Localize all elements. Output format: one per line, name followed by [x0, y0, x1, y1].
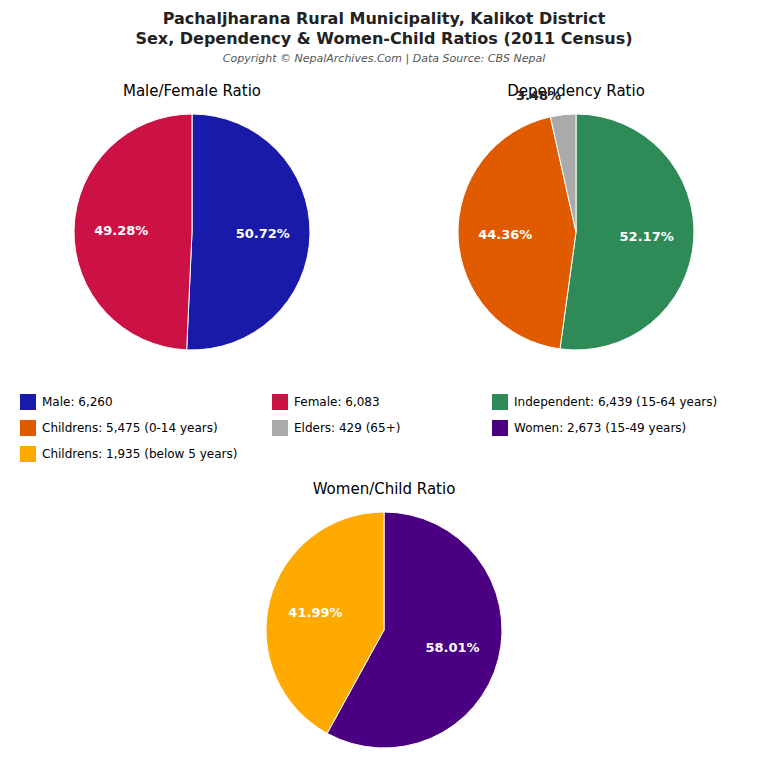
annotation: Copyright © NepalArchives.Com | Data Sou…: [223, 52, 545, 65]
slice: [266, 512, 384, 733]
slice: [550, 114, 576, 232]
chart: Pachaljharana Rural Municipality, Kaliko…: [0, 0, 768, 768]
slice: [187, 114, 310, 350]
data-label: 52.17%: [620, 229, 674, 244]
pie: 58.01% 41.99%: [266, 512, 502, 748]
legend-item: Elders: 429 (65+): [272, 420, 400, 436]
pie-chart: Dependency Ratio52.17%44.36%3.48%: [458, 82, 694, 350]
legend-swatch: [20, 446, 36, 462]
slice: [74, 114, 192, 350]
legend-item: Women: 2,673 (15-49 years): [492, 420, 686, 436]
legend-swatch: [20, 394, 36, 410]
chart-title: Women/Child Ratio: [313, 480, 456, 498]
legend-swatch: [272, 394, 288, 410]
pie-chart: Male/Female Ratio 50.72% 49.28%: [74, 82, 310, 350]
data-label: 58.01%: [425, 640, 479, 655]
legend-item: Female: 6,083: [272, 394, 380, 410]
legend-label: Childrens: 5,475 (0-14 years): [42, 421, 218, 435]
legend-item: Childrens: 1,935 (below 5 years): [20, 446, 237, 462]
slice: [560, 114, 694, 350]
legend-label: Female: 6,083: [294, 395, 380, 409]
data-label: 49.28%: [94, 223, 148, 238]
legend-label: Women: 2,673 (15-49 years): [514, 421, 686, 435]
data-label: 50.72%: [236, 226, 290, 241]
title: Pachaljharana Rural Municipality, Kaliko…: [163, 9, 606, 28]
legend-swatch: [492, 394, 508, 410]
legend-item: Male: 6,260: [20, 394, 113, 410]
data-label: 44.36%: [478, 227, 532, 242]
pie-chart: Women/Child Ratio 58.01% 41.99%: [266, 480, 502, 748]
chart-title: Male/Female Ratio: [123, 82, 261, 100]
legend-item: Childrens: 5,475 (0-14 years): [20, 420, 218, 436]
data-label: 41.99%: [288, 605, 342, 620]
legend-label: Independent: 6,439 (15-64 years): [514, 395, 717, 409]
pie: 52.17% 44.36% 3.48%: [458, 88, 694, 350]
legend-item: Independent: 6,439 (15-64 years): [492, 394, 717, 410]
legend-label: Elders: 429 (65+): [294, 421, 400, 435]
subtitle: Sex, Dependency & Women-Child Ratios (20…: [135, 29, 632, 48]
legend-swatch: [272, 420, 288, 436]
legend-swatch: [492, 420, 508, 436]
legend: Male: 6,260 Female: 6,083 Independent: 6,4…: [20, 394, 717, 462]
pie: 50.72% 49.28%: [74, 114, 310, 350]
legend-label: Male: 6,260: [42, 395, 113, 409]
legend-swatch: [20, 420, 36, 436]
legend-label: Childrens: 1,935 (below 5 years): [42, 447, 237, 461]
data-label: 3.48%: [516, 88, 561, 103]
